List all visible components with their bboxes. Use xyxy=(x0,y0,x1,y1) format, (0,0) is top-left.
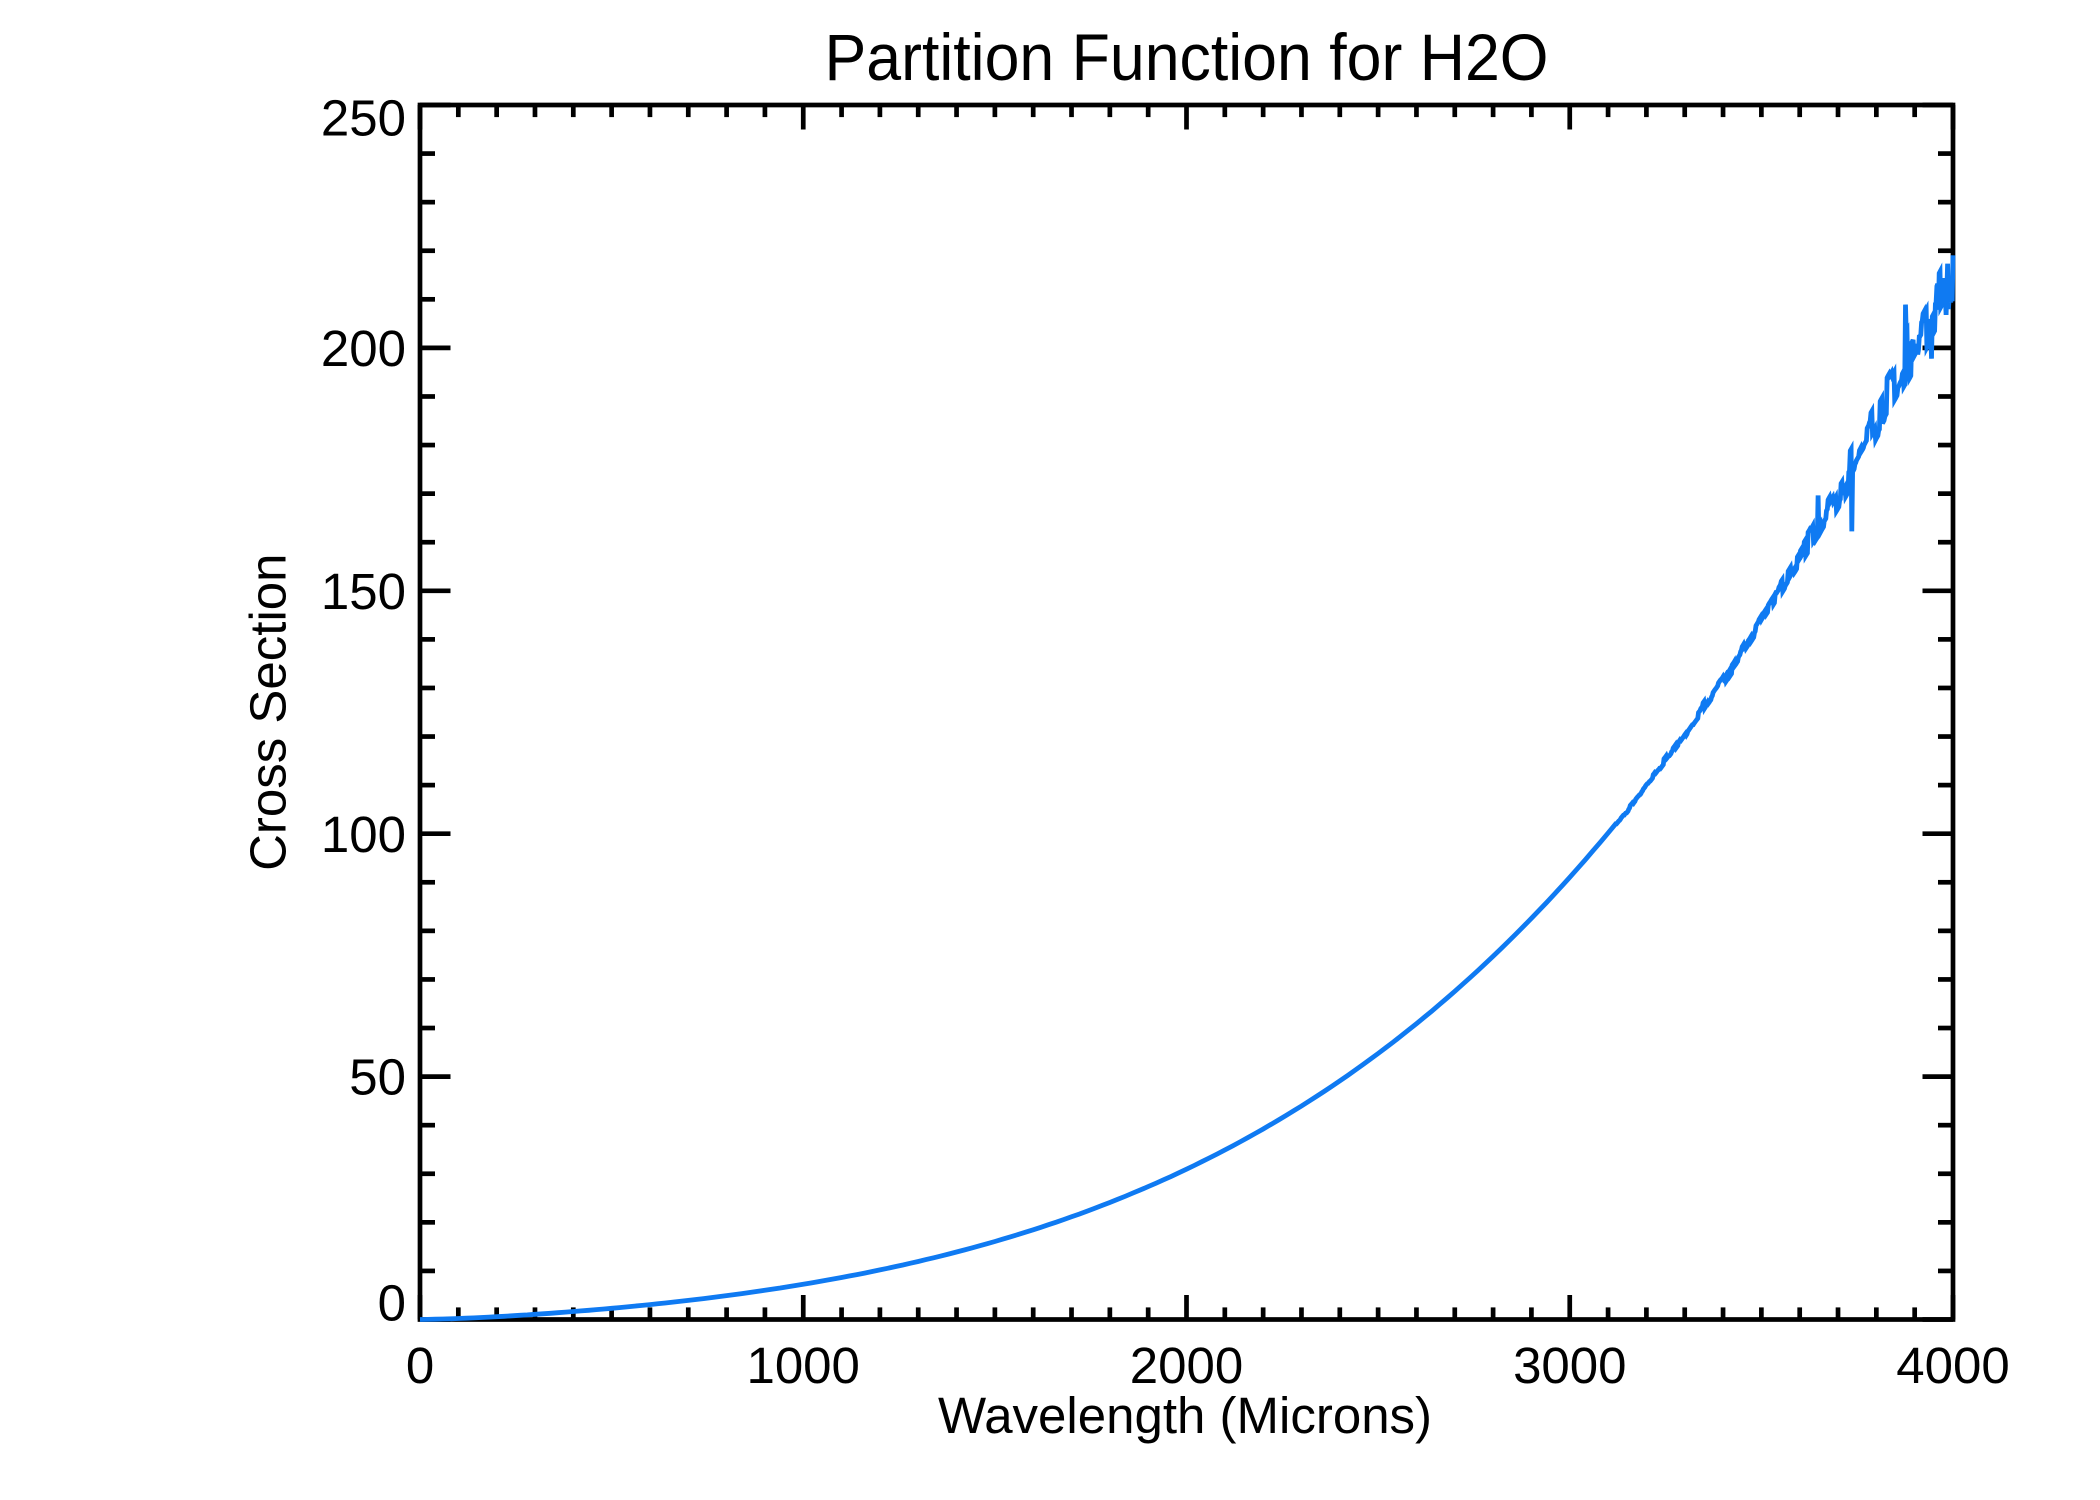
svg-text:0: 0 xyxy=(378,1275,406,1332)
svg-text:200: 200 xyxy=(321,320,406,377)
svg-text:Wavelength (Microns): Wavelength (Microns) xyxy=(938,1387,1432,1444)
svg-text:4000: 4000 xyxy=(1896,1337,2009,1394)
svg-text:Partition Function for H2O: Partition Function for H2O xyxy=(825,21,1549,94)
svg-text:100: 100 xyxy=(321,806,406,863)
svg-text:Cross Section: Cross Section xyxy=(240,553,297,870)
svg-text:150: 150 xyxy=(321,563,406,620)
svg-text:1000: 1000 xyxy=(746,1337,859,1394)
svg-text:2000: 2000 xyxy=(1130,1337,1243,1394)
svg-text:3000: 3000 xyxy=(1513,1337,1626,1394)
svg-text:0: 0 xyxy=(406,1337,434,1394)
svg-text:50: 50 xyxy=(349,1049,406,1106)
svg-text:250: 250 xyxy=(321,89,406,146)
